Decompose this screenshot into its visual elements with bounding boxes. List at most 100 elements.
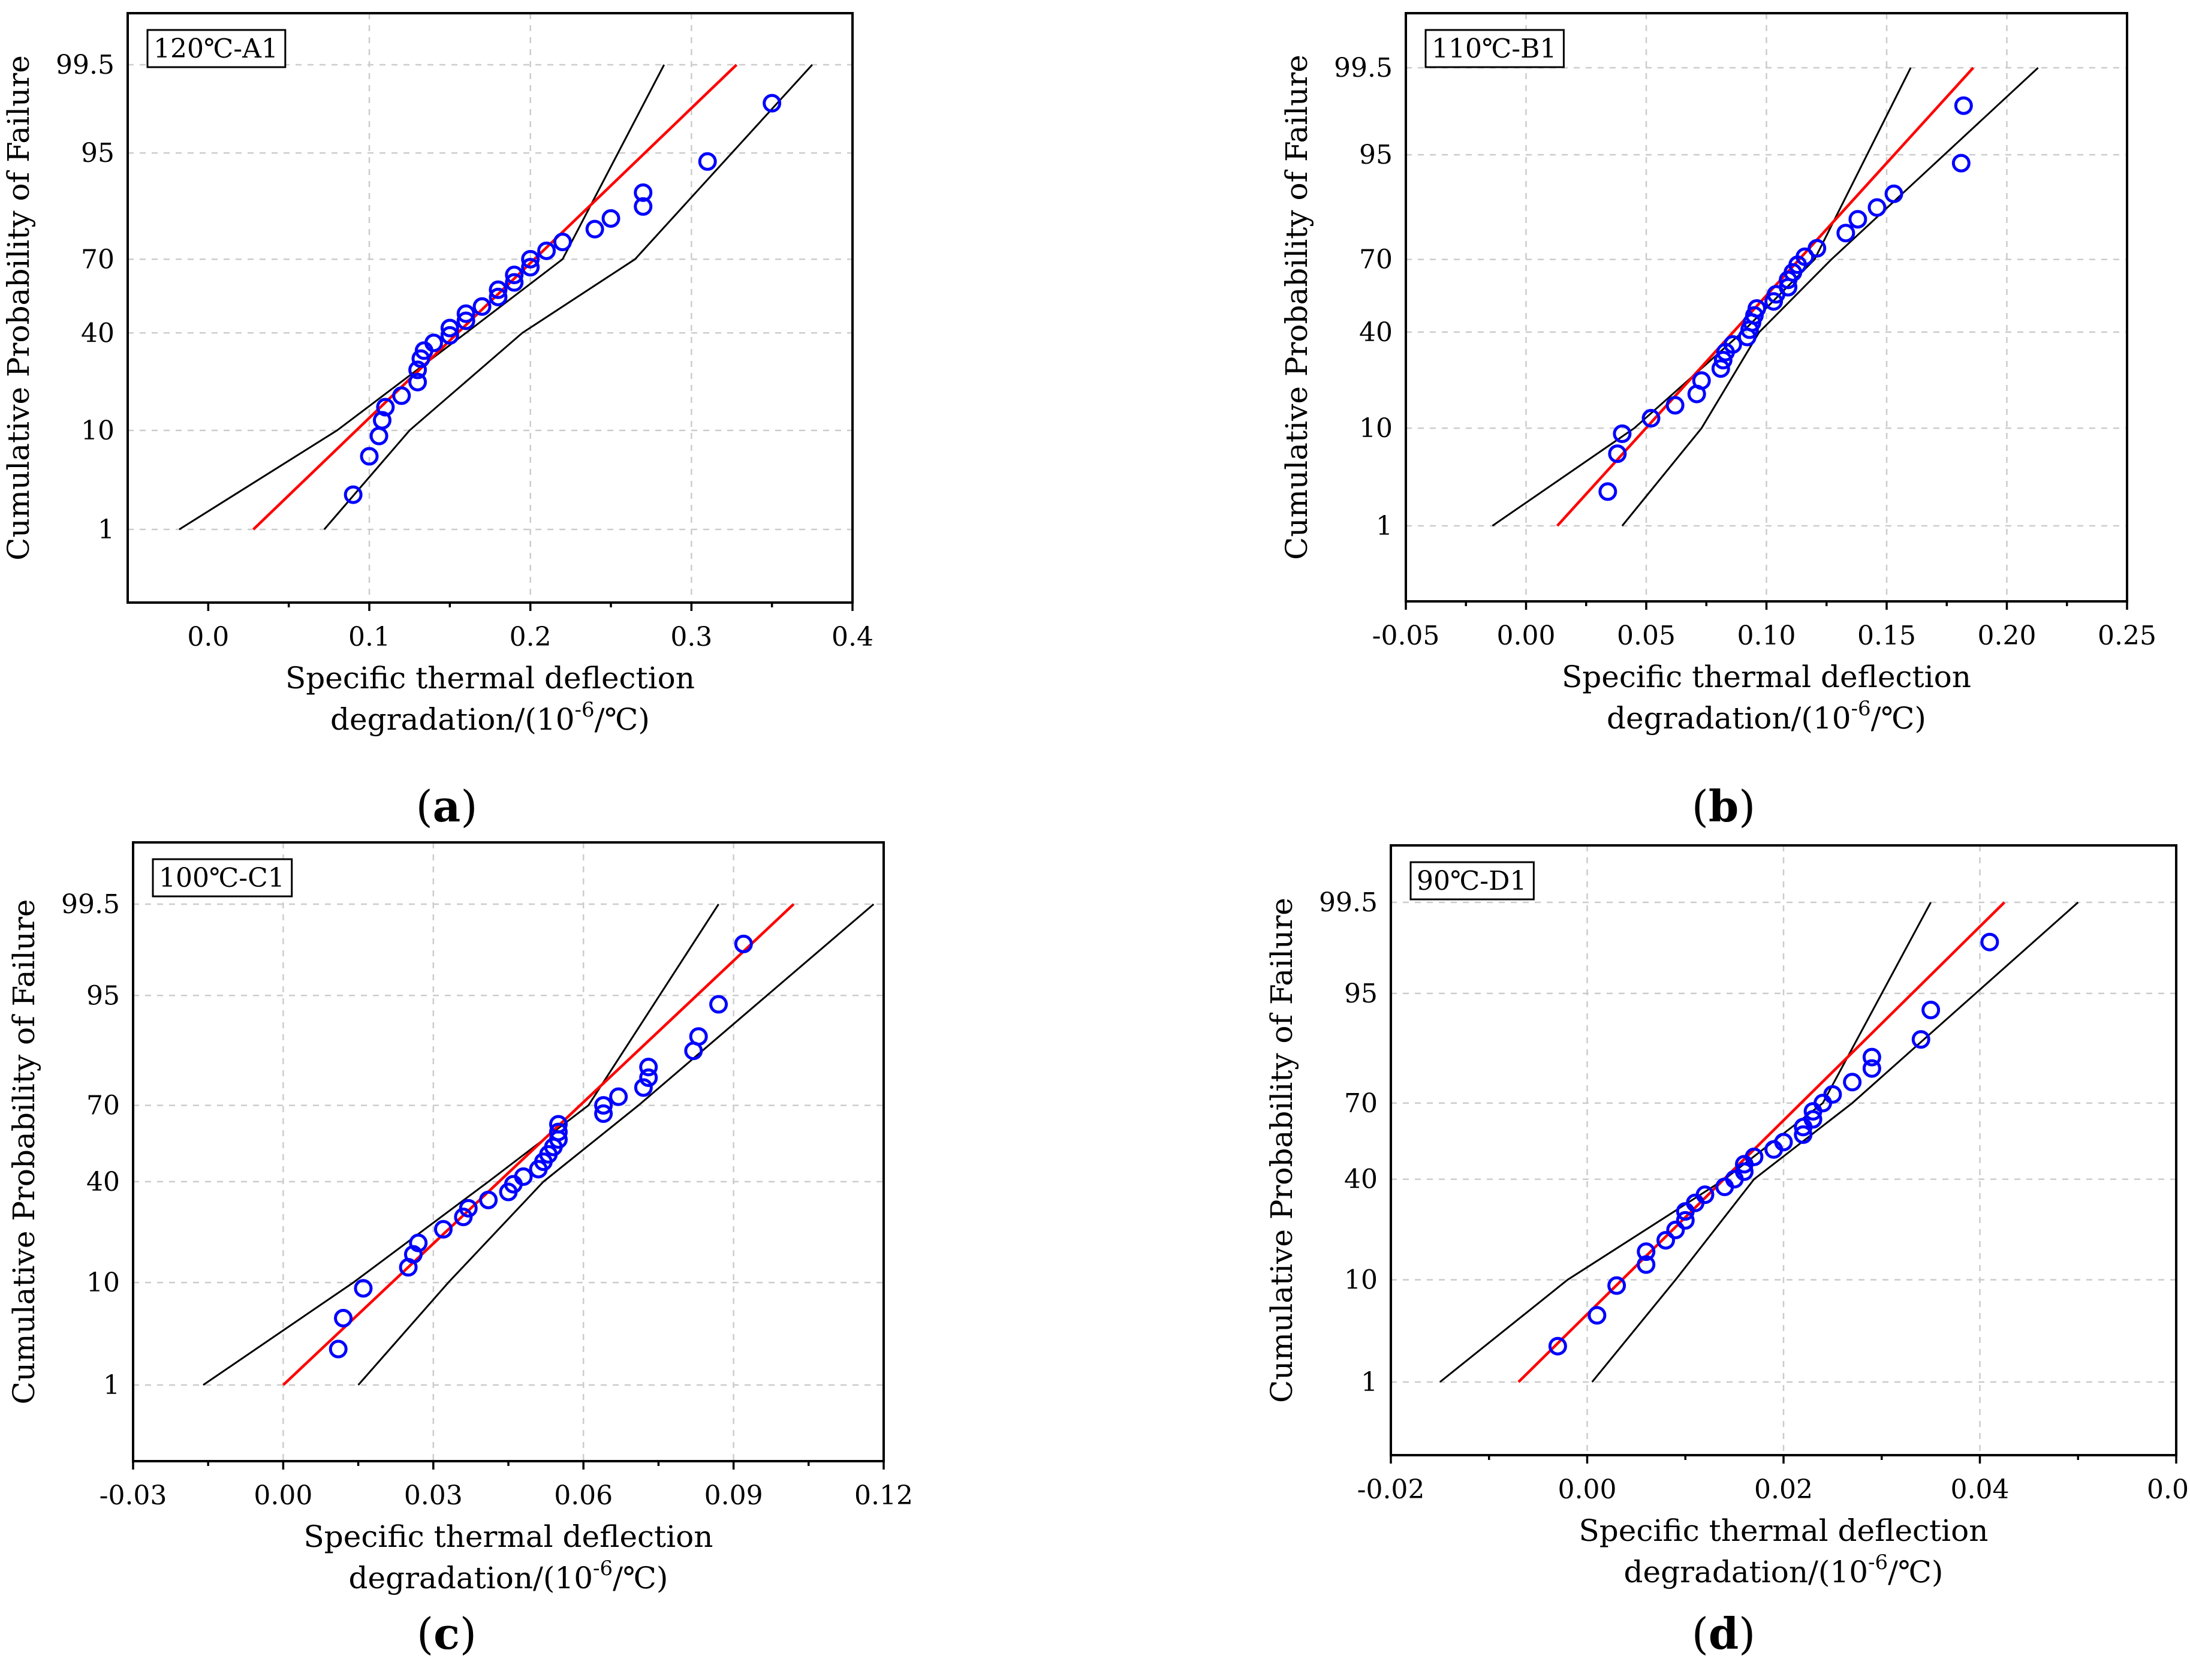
y-tick-label: 99.5: [56, 50, 115, 80]
panel-caption: (c): [417, 1608, 477, 1659]
x-tick-label: 0.15: [1857, 621, 1916, 651]
data-point: [1713, 351, 1733, 370]
x-tick-label: 0.00: [1558, 1474, 1617, 1505]
data-point: [1548, 1336, 1567, 1356]
data-point: [1665, 396, 1685, 415]
panel-caption-open: (: [1692, 781, 1709, 832]
y-tick-label: 1: [98, 514, 115, 545]
data-point: [634, 1078, 653, 1097]
data-point: [521, 258, 540, 277]
data-point: [1843, 1073, 1862, 1092]
data-point: [433, 1220, 453, 1239]
lower-confidence-bound: [1621, 67, 2039, 526]
panel-tag-label: 100℃-C1: [159, 863, 285, 893]
y-tick-label: 70: [86, 1091, 120, 1121]
y-tick-label: 95: [81, 138, 115, 168]
x-axis-title-unit-prefix: degradation/(10: [1607, 701, 1851, 736]
x-axis-title-line1: Specific thermal deflection: [285, 661, 695, 696]
x-axis-title-unit-prefix: degradation/(10: [349, 1561, 594, 1595]
x-axis-title-unit-exponent: -6: [593, 1556, 613, 1580]
y-tick-label: 1: [103, 1370, 120, 1401]
data-point: [360, 447, 379, 466]
x-tick-label: 0.3: [670, 622, 712, 652]
data-point: [392, 386, 411, 405]
x-tick-label: 0.10: [1737, 621, 1796, 651]
data-point: [689, 1027, 708, 1046]
x-axis-title-unit-exponent: -6: [1868, 1550, 1888, 1574]
data-point: [1980, 932, 1999, 952]
data-point: [514, 1167, 533, 1186]
data-point: [440, 326, 459, 345]
data-point: [505, 273, 524, 292]
panel-tag: 100℃-C1: [152, 858, 293, 898]
panel-tag: 110℃-B1: [1424, 29, 1565, 68]
y-tick-label: 1: [1376, 511, 1393, 541]
x-axis-title-unit-exponent: -6: [1851, 697, 1871, 721]
x-tick-label: 0.04: [1951, 1474, 2010, 1505]
data-point: [585, 219, 604, 239]
data-point: [1911, 1030, 1930, 1049]
data-point: [1641, 409, 1661, 428]
y-tick-label: 99.5: [61, 889, 120, 920]
data-point: [403, 1245, 423, 1264]
panel-tag: 120℃-A1: [146, 29, 287, 68]
lower-confidence-bound: [357, 903, 875, 1386]
upper-confidence-bound: [203, 904, 719, 1386]
data-point: [634, 183, 653, 202]
x-tick-label: 0.2: [510, 622, 552, 652]
x-axis-title-line1: Specific thermal deflection: [304, 1519, 713, 1554]
panel-tag-box: [1409, 861, 1535, 901]
panel-caption: (a): [416, 781, 478, 832]
panel-caption-close: ): [1739, 1609, 1755, 1659]
data-point: [1637, 1242, 1656, 1261]
panel-caption-close: ): [460, 1609, 477, 1659]
data-point: [1745, 1147, 1764, 1166]
y-tick-label: 40: [1359, 317, 1393, 348]
data-point: [1598, 482, 1617, 501]
data-point: [698, 152, 717, 171]
y-tick-label: 40: [81, 318, 115, 348]
y-tick-label: 1: [1361, 1367, 1378, 1398]
panel-caption-letter: c: [433, 1608, 460, 1659]
y-tick-label: 10: [1344, 1264, 1378, 1295]
data-point: [1794, 1125, 1813, 1144]
panels: 0.0 0.1 0.2 0.3 0.4 1 10 40 70 95 99.5 Cumulative P…: [1, 12, 2190, 1595]
y-tick-label: 95: [1359, 140, 1393, 170]
data-point: [1607, 1276, 1626, 1295]
x-tick-label: 0.25: [2098, 621, 2156, 651]
fit-line: [1556, 67, 1975, 527]
captions: (a) (b)(c) (d): [416, 781, 1756, 1659]
data-point: [1848, 210, 1867, 229]
data-point: [1711, 359, 1730, 378]
data-point: [489, 280, 508, 299]
data-point: [521, 249, 540, 269]
data-point: [440, 318, 459, 338]
data-point: [1723, 335, 1742, 354]
data-point: [1692, 371, 1711, 390]
panel-caption-letter: d: [1709, 1608, 1739, 1659]
data-point: [1823, 1085, 1842, 1104]
data-point: [1747, 299, 1766, 318]
data-point: [634, 197, 653, 216]
data-point: [1587, 1306, 1607, 1325]
fit-line: [1517, 901, 2005, 1383]
data-point: [1695, 1185, 1715, 1205]
y-axis-title: Cumulative Probability of Failure: [1264, 898, 1299, 1403]
data-point: [549, 1115, 568, 1134]
x-axis-title-line1: Specific thermal deflection: [1579, 1513, 1989, 1548]
data-point: [456, 311, 475, 330]
chart-panel-4: -0.02 0.00 0.02 0.04 0.06 1 10 40 70 95 99.5 Cumula…: [1264, 844, 2190, 1589]
data-point: [594, 1096, 613, 1115]
x-axis-title-line1: Specific thermal deflection: [1562, 660, 1971, 694]
panel-tag-box: [1424, 29, 1565, 68]
data-point: [1735, 1162, 1754, 1181]
panel-caption-letter: b: [1709, 781, 1739, 832]
y-tick-label: 70: [1359, 245, 1393, 275]
data-point: [334, 1309, 353, 1328]
data-point: [537, 241, 556, 260]
y-tick-label: 40: [1344, 1164, 1378, 1195]
x-axis-title-unit-exponent: -6: [575, 698, 595, 722]
x-axis-title-unit-suffix: /℃): [1871, 701, 1926, 736]
data-point: [479, 1190, 498, 1209]
